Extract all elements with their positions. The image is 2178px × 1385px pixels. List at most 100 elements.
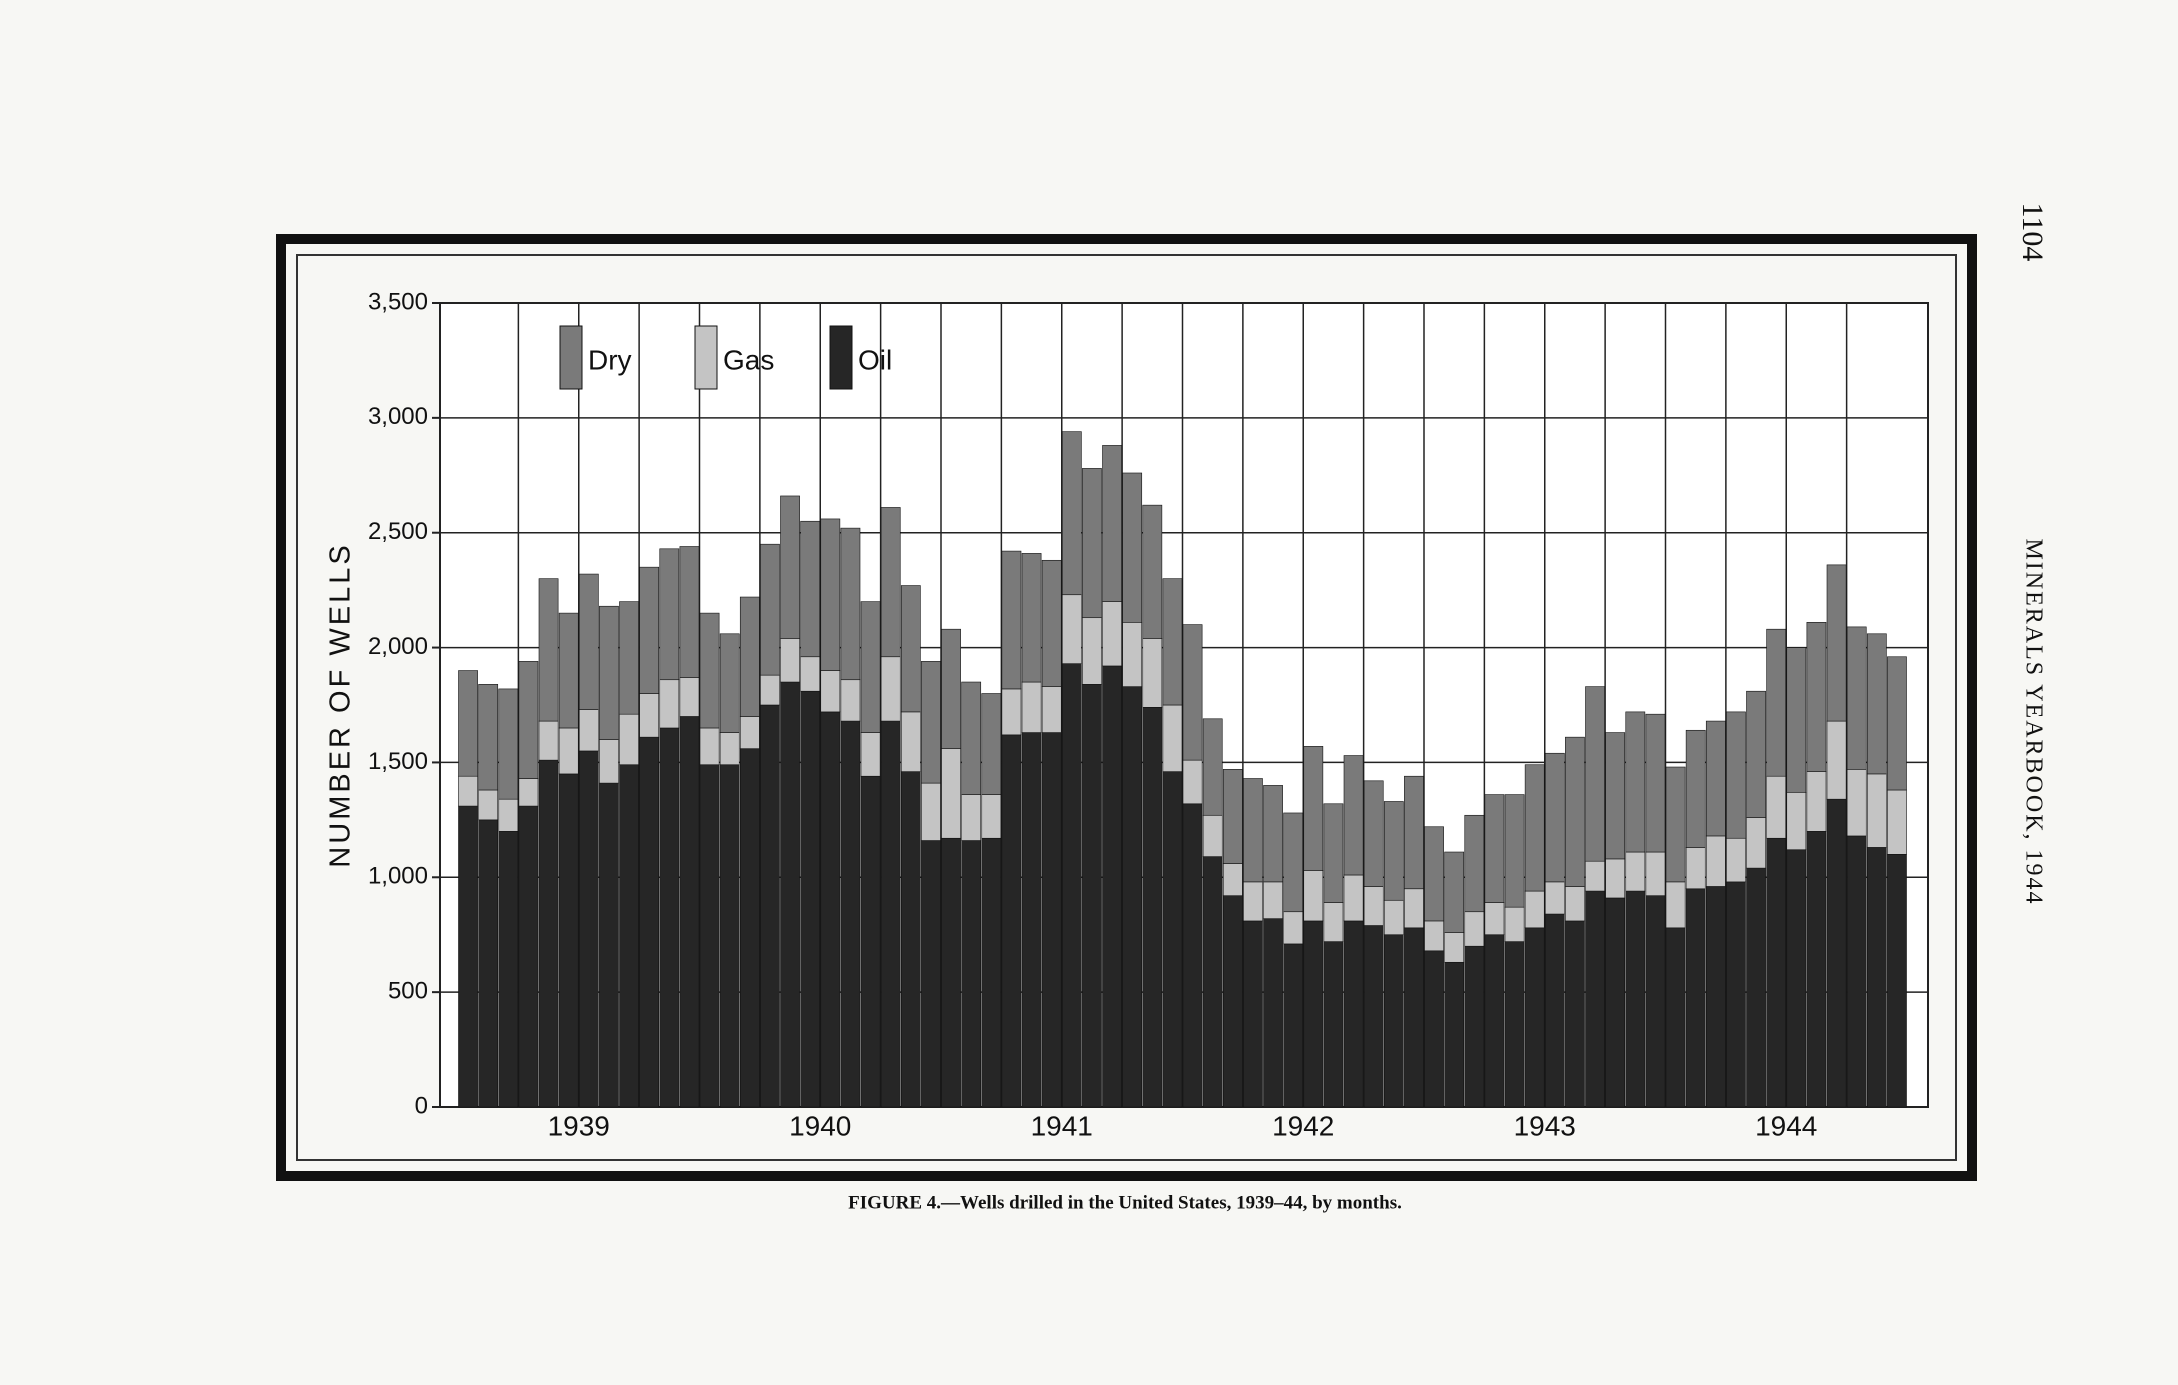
bar-segment bbox=[1182, 803, 1203, 1108]
bar-segment bbox=[1263, 785, 1283, 883]
bar-segment bbox=[1303, 746, 1324, 871]
bar-segment bbox=[1685, 888, 1706, 1108]
bar-segment bbox=[1544, 881, 1565, 915]
frame-inner bbox=[296, 254, 1957, 1161]
bar-segment bbox=[800, 520, 821, 658]
y-tick-label: 500 bbox=[388, 977, 428, 1004]
bar-segment bbox=[921, 661, 941, 784]
bar-segment bbox=[1102, 665, 1122, 1108]
bar-segment bbox=[1544, 913, 1565, 1108]
bar-segment bbox=[739, 748, 760, 1108]
bar-segment bbox=[1001, 688, 1022, 736]
bar-segment bbox=[1202, 856, 1223, 1108]
legend-label: Gas bbox=[723, 344, 774, 375]
x-group-label: 1944 bbox=[1755, 1110, 1817, 1141]
bar-segment bbox=[458, 775, 478, 807]
bar-segment bbox=[1363, 886, 1384, 926]
bar-segment bbox=[1343, 755, 1364, 876]
bar-segment bbox=[860, 601, 881, 733]
bar-segment bbox=[1424, 826, 1444, 922]
bar-segment bbox=[478, 819, 499, 1108]
bar-segment bbox=[941, 628, 961, 749]
bar-segment bbox=[921, 840, 941, 1108]
bar-segment bbox=[1786, 647, 1807, 793]
bar-segment bbox=[880, 656, 901, 722]
bar-segment bbox=[1726, 837, 1746, 883]
bar-segment bbox=[1323, 902, 1344, 942]
bar-segment bbox=[659, 727, 680, 1108]
bar-segment bbox=[1504, 906, 1525, 942]
bar-segment bbox=[840, 720, 861, 1108]
bar-segment bbox=[1585, 860, 1605, 892]
bar-segment bbox=[1806, 622, 1827, 772]
bar-segment bbox=[1625, 851, 1646, 892]
bar-segment bbox=[1283, 943, 1304, 1108]
bar-segment bbox=[719, 764, 740, 1108]
bar-segment bbox=[1001, 550, 1022, 690]
bar-segment bbox=[518, 661, 539, 779]
bar-segment bbox=[860, 732, 881, 777]
bar-segment bbox=[1645, 895, 1666, 1108]
bar-segment bbox=[1746, 690, 1766, 818]
legend-label: Oil bbox=[858, 344, 892, 375]
bar-segment bbox=[458, 670, 478, 777]
bar-segment bbox=[1826, 564, 1847, 722]
bar-segment bbox=[1766, 837, 1787, 1108]
bar-segment bbox=[961, 794, 982, 841]
bar-segment bbox=[1102, 601, 1122, 667]
bar-segment bbox=[1383, 899, 1404, 936]
bar-segment bbox=[1705, 720, 1726, 837]
bar-segment bbox=[558, 727, 579, 775]
y-tick-label: 0 bbox=[415, 1092, 428, 1119]
bar-segment bbox=[1625, 711, 1646, 853]
bar-segment bbox=[1202, 814, 1223, 857]
bar-segment bbox=[1786, 791, 1807, 851]
bar-segment bbox=[538, 720, 559, 761]
bar-segment bbox=[1061, 663, 1082, 1108]
bar-segment bbox=[1846, 626, 1867, 770]
bar-segment bbox=[820, 711, 841, 1108]
legend-swatch bbox=[559, 325, 583, 390]
bar-segment bbox=[639, 693, 660, 738]
bar-segment bbox=[1887, 854, 1907, 1108]
bar-segment bbox=[578, 709, 599, 752]
bar-segment bbox=[820, 518, 841, 671]
bar-segment bbox=[599, 739, 619, 784]
bar-segment bbox=[1162, 578, 1183, 706]
bar-segment bbox=[780, 638, 800, 683]
bar-segment bbox=[1283, 812, 1304, 913]
bar-segment bbox=[981, 794, 1002, 839]
bar-segment bbox=[619, 713, 639, 766]
bar-segment bbox=[961, 840, 982, 1108]
bar-segment bbox=[900, 771, 921, 1108]
bar-segment bbox=[1705, 886, 1726, 1108]
bar-segment bbox=[1464, 945, 1485, 1108]
bar-segment bbox=[1061, 594, 1082, 664]
bar-segment bbox=[1746, 867, 1766, 1108]
bar-segment bbox=[1544, 752, 1565, 883]
x-group-label: 1941 bbox=[1031, 1110, 1093, 1141]
bar-segment bbox=[760, 543, 780, 676]
bar-segment bbox=[1866, 847, 1887, 1108]
x-group-label: 1942 bbox=[1272, 1110, 1334, 1141]
frame-outer bbox=[276, 234, 1977, 1181]
bar-segment bbox=[1645, 713, 1666, 853]
bar-segment bbox=[1605, 858, 1626, 899]
bar-segment bbox=[800, 656, 821, 692]
bar-segment bbox=[1404, 927, 1424, 1108]
bar-segment bbox=[1122, 686, 1143, 1108]
bar-segment bbox=[1182, 759, 1203, 805]
bar-segment bbox=[981, 693, 1002, 795]
y-tick-label: 3,500 bbox=[368, 288, 428, 315]
bar-segment bbox=[679, 677, 700, 717]
bar-segment bbox=[1323, 803, 1344, 903]
bar-segment bbox=[1766, 775, 1787, 839]
bar-segment bbox=[1685, 847, 1706, 890]
bar-segment bbox=[1746, 817, 1766, 869]
bar-segment bbox=[639, 736, 660, 1108]
bar-segment bbox=[1504, 794, 1525, 908]
bar-segment bbox=[699, 727, 720, 766]
bar-segment bbox=[1565, 920, 1585, 1108]
bar-segment bbox=[1424, 950, 1444, 1108]
